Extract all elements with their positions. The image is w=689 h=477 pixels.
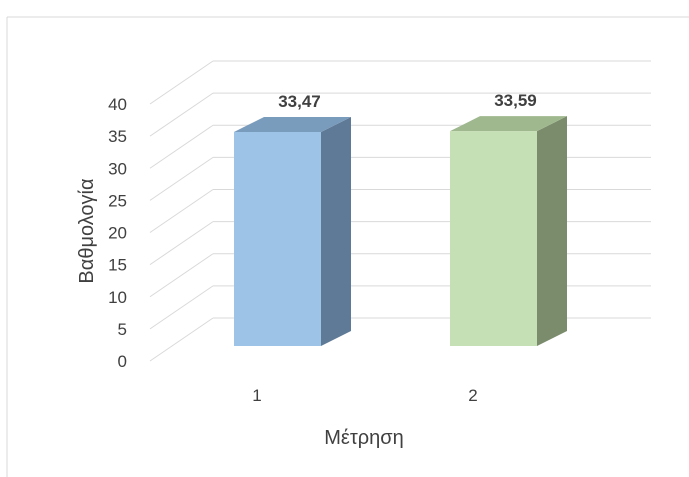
x-axis-title: Μέτρηση <box>324 427 403 449</box>
gridline-side <box>149 156 214 201</box>
bars <box>234 116 567 346</box>
y-tick-labels: 0 5 10 15 20 25 30 35 40 <box>108 95 127 371</box>
bar-front <box>234 131 321 346</box>
bar-top <box>234 116 351 132</box>
data-label: 33,59 <box>494 91 537 110</box>
y-axis-title: Βαθμολογία <box>76 178 98 283</box>
x-tick-label: 2 <box>468 386 477 405</box>
x-tick-label: 1 <box>252 386 261 405</box>
bar-top <box>450 116 567 132</box>
y-tick-label: 30 <box>108 159 127 178</box>
bar-side <box>537 116 567 346</box>
y-tick-label: 0 <box>118 352 127 371</box>
gridline-side <box>149 221 214 266</box>
y-tick-label: 20 <box>108 224 127 243</box>
gridline-side <box>149 60 214 105</box>
bar-front <box>450 131 537 346</box>
y-tick-label: 40 <box>108 95 127 114</box>
data-label: 33,47 <box>278 92 321 111</box>
y-tick-label: 35 <box>108 127 127 146</box>
y-tick-label: 10 <box>108 288 127 307</box>
gridline-side <box>149 124 214 169</box>
gridline-side <box>149 189 214 233</box>
gridline-side <box>149 253 214 298</box>
y-tick-label: 25 <box>108 191 127 210</box>
gridline-side <box>149 317 214 362</box>
y-tick-label: 15 <box>108 256 127 275</box>
gridline-side <box>149 92 214 137</box>
gridline-side <box>149 285 214 330</box>
y-tick-label: 5 <box>118 320 127 339</box>
bar-side <box>321 116 351 346</box>
data-labels: 33,47 33,59 <box>278 91 537 111</box>
gridlines <box>149 60 651 362</box>
